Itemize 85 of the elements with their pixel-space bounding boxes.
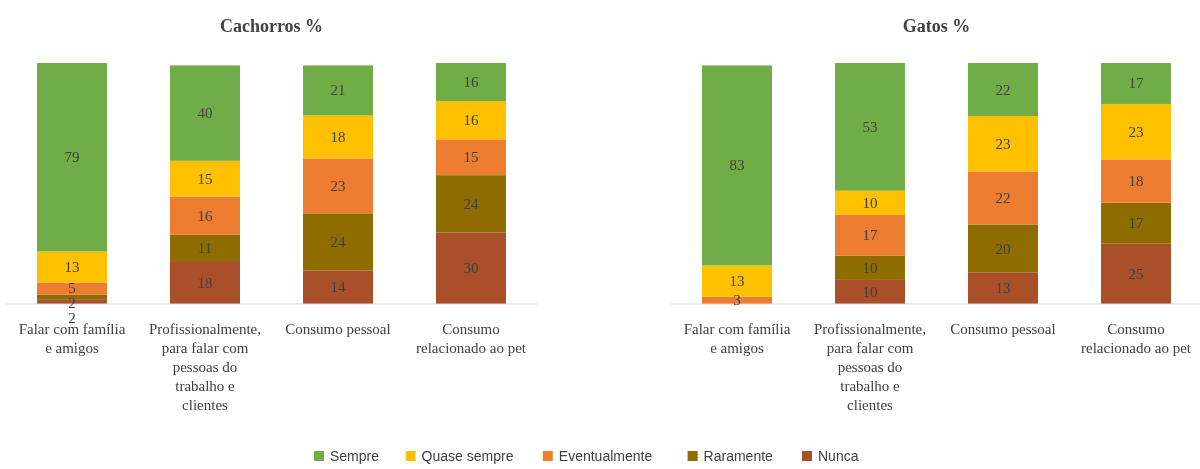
bar [170,234,240,262]
bar [1101,159,1171,203]
bar [968,224,1038,273]
bar [303,270,373,304]
bar [835,63,905,191]
bar [170,160,240,197]
data-label: 17 [1128,215,1144,232]
bar [1101,243,1171,304]
data-label: 14 [330,279,346,296]
legend-label: Nunca [818,448,859,464]
bar [1101,202,1171,244]
data-label: 17 [1128,75,1144,92]
data-label: 22 [995,189,1011,206]
data-label: 83 [729,157,745,174]
bar [170,196,240,235]
bar [303,115,373,159]
data-label: 10 [862,283,878,300]
data-label: 17 [862,227,878,244]
x-tick-label: Consumo relacionado ao pet [1081,321,1192,356]
bar [170,65,240,161]
bar [1101,103,1171,160]
data-label: 79 [64,149,80,166]
bar [968,171,1038,225]
bar [37,251,107,283]
data-label: 53 [862,118,878,135]
bar [303,158,373,214]
data-label: 16 [463,112,479,129]
x-tick-label: Consumo pessoal [950,321,1056,337]
data-label: 11 [197,239,213,256]
data-label: 18 [1128,173,1144,190]
bar [702,265,772,297]
data-label: 10 [862,194,878,211]
data-label: 25 [1128,265,1144,282]
data-label: 18 [197,274,213,291]
x-tick-label: Falar com família e amigos [683,321,791,356]
data-label: 20 [995,240,1011,257]
data-label: 15 [463,149,479,166]
bar [835,255,905,280]
data-label: 22 [995,81,1011,98]
bar [968,63,1038,117]
legend-label: Raramente [703,448,774,464]
data-label: 24 [330,233,346,250]
legend-label: Sempre [330,448,380,464]
chart-title: Cachorros % [219,16,324,36]
bar [835,190,905,215]
bar [303,65,373,116]
data-label: 40 [197,105,213,122]
data-label: 13 [995,280,1011,297]
bar [303,213,373,271]
data-label: 5 [68,280,76,297]
legend-label: Eventualmente [558,448,653,464]
data-label: 23 [995,135,1011,152]
bar [968,272,1038,304]
chart-title: Gatos % [902,16,971,36]
data-label: 16 [463,74,479,91]
x-tick-label: Profissionalmente, para falar com pessoas do trabalho e clientes [813,321,927,413]
bar [37,294,107,300]
data-label: 18 [330,128,346,145]
bar [835,214,905,256]
data-label: 16 [197,207,213,224]
data-label: 23 [1128,123,1144,140]
data-label: 13 [64,259,80,276]
bar [170,261,240,304]
x-tick-label: Consumo relacionado ao pet [416,321,527,356]
data-label: 13 [729,273,745,290]
bar [436,101,506,140]
x-tick-label: Consumo pessoal [285,321,391,337]
bar [37,63,107,252]
data-label: 10 [862,259,878,276]
bar [436,139,506,176]
x-tick-label: Profissionalmente, para falar com pessoas do trabalho e clientes [148,321,262,413]
bar [835,279,905,304]
bar [702,65,772,266]
bar [436,175,506,233]
data-label: 2 [68,310,76,327]
data-label: 15 [197,170,213,187]
data-label: 30 [463,260,479,277]
legend-label: Quase sempre [421,448,514,464]
bar [436,63,506,102]
bar [968,116,1038,172]
data-label: 23 [330,177,346,194]
bar [436,232,506,304]
data-label: 24 [463,195,479,212]
bar [1101,63,1171,104]
data-label: 21 [330,82,346,99]
